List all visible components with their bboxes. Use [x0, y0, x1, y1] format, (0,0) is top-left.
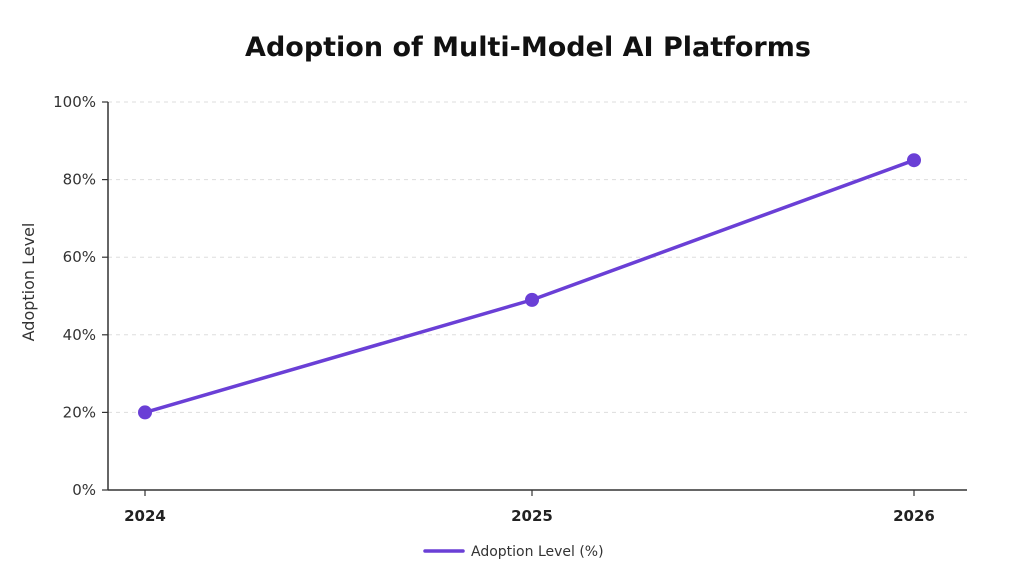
- y-tick-label: 60%: [63, 248, 96, 266]
- y-tick-label: 0%: [72, 481, 96, 499]
- x-tick-label: 2026: [893, 507, 935, 525]
- grid-lines: [108, 101, 967, 413]
- y-axis-ticks: 0% 20% 40% 60% 80% 100%: [53, 93, 108, 499]
- y-tick-label: 40%: [63, 326, 96, 344]
- y-axis-label: Adoption Level: [19, 223, 38, 342]
- data-point: [138, 405, 152, 420]
- series-layer: [138, 153, 921, 420]
- y-tick-label: 100%: [53, 93, 96, 111]
- chart-title: Adoption of Multi-Model AI Platforms: [245, 32, 811, 63]
- y-tick-label: 20%: [63, 403, 96, 421]
- series-line: [143, 158, 916, 415]
- legend-label: Adoption Level (%): [471, 544, 604, 560]
- x-tick-label: 2025: [511, 507, 553, 525]
- y-tick-label: 80%: [63, 171, 96, 189]
- legend: Adoption Level (%): [423, 544, 604, 560]
- x-axis-ticks: 2024 2025 2026: [124, 490, 935, 525]
- data-point: [907, 153, 921, 168]
- data-point: [525, 292, 539, 307]
- x-tick-label: 2024: [124, 507, 166, 525]
